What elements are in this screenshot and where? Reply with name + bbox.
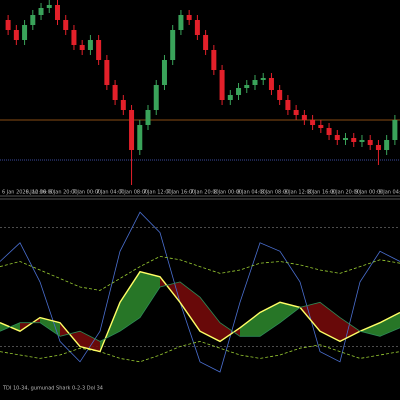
cloud-segment	[140, 271, 160, 318]
candle-body	[219, 70, 225, 100]
indicator-line	[0, 281, 400, 342]
x-tick-label: 8 Jan 00:00	[214, 190, 242, 196]
x-tick-label: 9 Jan 04:00	[378, 190, 400, 196]
candle-body	[260, 78, 266, 80]
candle-body	[96, 40, 102, 60]
x-tick-label: 7 Jan 00:00	[73, 190, 101, 196]
candle-body	[268, 78, 274, 90]
candle-body	[30, 15, 36, 25]
cloud-segment	[380, 312, 400, 337]
candle-body	[194, 20, 200, 35]
candle-body	[137, 125, 143, 150]
candle-body	[285, 100, 291, 110]
candle-body	[186, 15, 192, 20]
indicator-line	[0, 255, 400, 291]
cloud-segment	[240, 312, 260, 337]
cloud-segment	[220, 322, 240, 342]
cloud-segment	[80, 331, 100, 352]
candle-body	[46, 5, 52, 8]
indicator-line	[0, 340, 400, 363]
candle-body	[367, 140, 373, 145]
candle-body	[334, 135, 340, 140]
x-tick-label: 7 Jan 04:00	[96, 190, 124, 196]
candle-body	[71, 30, 77, 45]
candle-body	[63, 20, 69, 30]
candle-body	[252, 80, 258, 85]
candle-body	[392, 120, 398, 140]
candle-body	[351, 138, 357, 142]
x-tick-label: 8 Jan 12:00	[284, 190, 312, 196]
candle-body	[211, 50, 217, 70]
x-tick-label: 8 Jan 04:00	[237, 190, 265, 196]
candle-body	[326, 128, 332, 135]
x-tick-label: 7 Jan 12:00	[143, 190, 171, 196]
candle-body	[145, 110, 151, 125]
candle-body	[161, 60, 167, 85]
cloud-segment	[360, 322, 380, 337]
candle-body	[104, 60, 110, 85]
cloud-segment	[200, 297, 220, 342]
candle-body	[375, 145, 381, 150]
candle-body	[203, 35, 209, 50]
indicator-line	[0, 270, 400, 353]
cloud-segment	[40, 317, 60, 337]
candle-body	[79, 45, 85, 50]
candle-body	[153, 85, 159, 110]
x-tick-label: 7 Jan 16:00	[167, 190, 195, 196]
candle-body	[38, 8, 44, 15]
indicator-line	[0, 211, 400, 373]
candle-body	[384, 140, 390, 150]
cloud-segment	[180, 281, 200, 332]
candle-body	[277, 90, 283, 100]
x-tick-label: 6 Jan 20:00	[49, 190, 77, 196]
cloud-segment	[320, 302, 340, 342]
x-tick-label: 7 Jan 20:00	[190, 190, 218, 196]
x-tick-label: 8 Jan 16:00	[308, 190, 336, 196]
x-tick-label: 8 Jan 20:00	[331, 190, 359, 196]
candle-body	[310, 120, 316, 125]
candle-body	[301, 115, 307, 120]
candle-body	[120, 100, 126, 110]
candle-body	[22, 25, 28, 40]
candle-body	[54, 5, 60, 20]
candle-body	[178, 15, 184, 30]
cloud-segment	[120, 271, 140, 332]
candle-body	[170, 30, 176, 60]
x-tick-label: 6 Jan 16:00	[26, 190, 54, 196]
x-tick-label: 7 Jan 08:00	[120, 190, 148, 196]
x-tick-label: 6 Jan 2020, 12:00	[2, 190, 46, 196]
x-tick-label: 9 Jan 00:00	[355, 190, 383, 196]
candle-body	[112, 85, 118, 100]
cloud-segment	[340, 317, 360, 342]
cloud-segment	[280, 302, 300, 323]
candle-body	[236, 88, 242, 95]
candle-body	[13, 30, 19, 40]
indicator-title: TDI 10-34, gumunad Shark 0-2-3 Dol 34	[2, 386, 103, 392]
candle-body	[293, 110, 299, 115]
candle-body	[129, 110, 135, 150]
candle-body	[244, 85, 250, 88]
candle-body	[5, 20, 11, 30]
cloud-segment	[260, 302, 280, 337]
candle-body	[318, 125, 324, 128]
candle-body	[343, 138, 349, 140]
candle-body	[359, 140, 365, 142]
candle-body	[87, 40, 93, 50]
x-tick-label: 8 Jan 08:00	[261, 190, 289, 196]
candle-body	[227, 95, 233, 100]
